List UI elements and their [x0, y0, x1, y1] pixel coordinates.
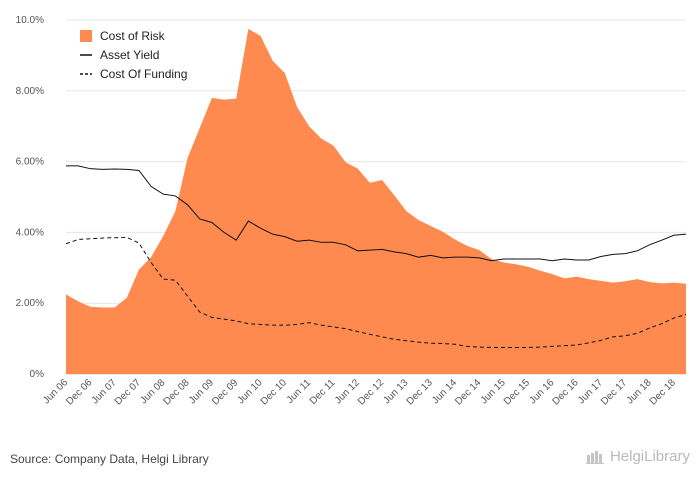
x-tick-label: Dec 08 — [162, 377, 192, 407]
x-tick-label: Dec 16 — [551, 377, 581, 407]
series-2-line — [65, 236, 687, 348]
y-tick-label: 0% — [30, 369, 45, 380]
series-1-line — [66, 165, 687, 262]
y-tick-label: 10.0% — [16, 15, 44, 26]
x-tick-label: Dec 07 — [113, 377, 143, 407]
x-tick-label: Dec 12 — [356, 377, 386, 407]
y-tick-label: 8.00% — [16, 86, 44, 97]
source-note: Source: Company Data, Helgi Library — [10, 452, 209, 466]
x-tick-label: Dec 13 — [405, 377, 435, 407]
x-tick-label: Dec 17 — [599, 377, 629, 407]
library-logo-icon — [585, 450, 604, 464]
legend-label: Asset Yield — [100, 48, 159, 62]
legend-swatch — [80, 30, 92, 42]
x-tick-label: Dec 09 — [210, 377, 240, 407]
legend: Cost of Risk Asset Yield Cost Of Funding — [80, 29, 187, 81]
series-area — [66, 28, 686, 374]
y-tick-label: 2.00% — [16, 298, 44, 309]
x-tick-label: Dec 06 — [64, 377, 94, 407]
brand-logo[interactable]: HelgiLibrary — [585, 448, 690, 465]
x-tick-label: Dec 18 — [648, 377, 678, 407]
legend-label: Cost Of Funding — [100, 67, 187, 81]
series-lines — [65, 165, 687, 348]
legend-label: Cost of Risk — [100, 29, 166, 43]
x-tick-label: Dec 15 — [502, 377, 532, 407]
y-axis: 0% 2.00% 4.00% 6.00% 8.00% 10.0% — [16, 15, 44, 380]
x-tick-label: Dec 14 — [453, 377, 483, 407]
brand-name: HelgiLibrary — [609, 448, 690, 465]
y-tick-label: 4.00% — [16, 227, 44, 238]
series-0-area — [66, 28, 686, 374]
x-tick-label: Dec 11 — [308, 377, 338, 407]
y-tick-label: 6.00% — [16, 157, 44, 168]
x-tick-label: Dec 10 — [259, 377, 289, 407]
